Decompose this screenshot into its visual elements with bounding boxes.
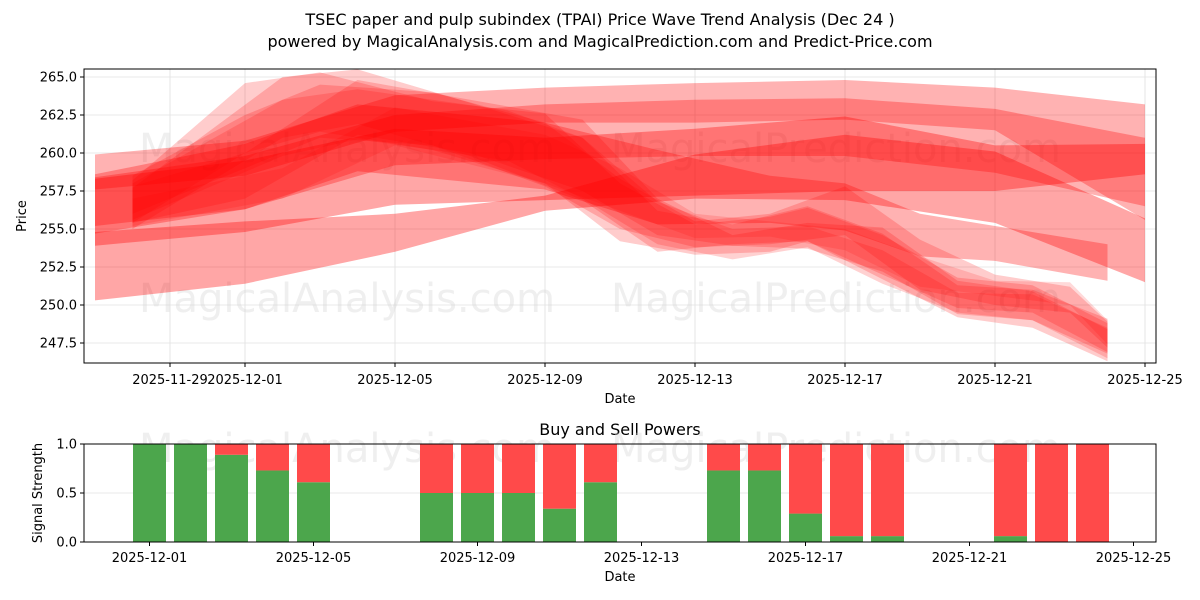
watermarks: MagicalAnalysis.com MagicalPrediction.co… [139,126,1061,322]
buy-bar [297,482,330,542]
sell-bar [871,444,904,537]
price-bands [95,69,1145,362]
x-tick-label: 2025-12-09 [440,551,516,566]
y-axis-ticks: 0.0 0.5 1.0 [56,438,84,551]
y-axis-ticks: 247.5 250.0 252.5 255.0 257.5 260.0 262.5 265.0 [40,71,84,352]
sell-bar [994,444,1027,537]
y-axis-label: Signal Strength [31,443,46,543]
buy-bar [461,493,494,542]
watermark-analysis-bottom: MagicalAnalysis.com [139,276,555,322]
y-tick-label: 250.0 [40,299,77,314]
price-wave-band [95,116,1145,246]
buy-bar [420,493,453,542]
price-wave-chart: MagicalAnalysis.com MagicalPrediction.co… [15,68,1183,407]
buy-sell-powers-chart: Buy and Sell Powers MagicalAnalysis.com … [31,420,1171,585]
sell-bar [584,444,617,483]
x-tick-label: 2025-12-21 [932,551,1008,566]
buy-bar [871,536,904,542]
sell-bar [461,444,494,493]
price-wave-band [132,84,1108,348]
sell-bar [707,444,740,471]
buy-bar [584,482,617,542]
x-axis-label: Date [604,392,635,407]
sell-bar [1076,444,1109,542]
buy-bar [748,470,781,542]
y-tick-label: 1.0 [56,438,77,453]
y-tick-label: 260.0 [40,147,77,162]
x-tick-label: 2025-12-21 [957,373,1033,388]
buy-bar [543,508,576,542]
x-tick-label: 2025-12-25 [1107,373,1183,388]
sell-bar [789,444,822,514]
x-tick-label: 2025-12-01 [207,373,283,388]
plot-frame [83,68,1157,364]
buy-bar [256,470,289,542]
buy-bar [994,536,1027,542]
buy-bar [133,444,166,542]
buy-bar [830,536,863,542]
x-tick-label: 2025-12-09 [507,373,583,388]
sell-bar [543,444,576,509]
sell-bar [748,444,781,471]
price-wave-band [95,104,1108,281]
y-tick-label: 265.0 [40,71,77,86]
x-tick-label: 2025-12-17 [807,373,883,388]
price-wave-band [95,134,1145,301]
y-tick-label: 0.5 [56,487,77,502]
x-tick-label: 2025-12-01 [112,551,188,566]
chart-title: TSEC paper and pulp subindex (TPAI) Pric… [305,10,895,29]
sell-bar [502,444,535,493]
y-tick-label: 247.5 [40,337,77,352]
sell-bar [297,444,330,483]
y-tick-label: 257.5 [40,185,77,200]
watermark-prediction-top: MagicalPrediction.com [611,126,1061,172]
x-axis-ticks: 2025-11-29 2025-12-01 2025-12-05 2025-12-09… [132,363,1183,388]
watermark-prediction-bottom: MagicalPrediction.com [611,276,1061,322]
x-axis-ticks: 2025-12-01 2025-12-05 2025-12-09 2025-12-13… [112,542,1172,566]
x-axis-label: Date [604,570,635,585]
sell-bar [830,444,863,537]
buy-bar [502,493,535,542]
y-tick-label: 262.5 [40,109,77,124]
x-tick-label: 2025-12-17 [768,551,844,566]
buy-bar [215,454,248,542]
sell-bar [256,444,289,471]
x-tick-label: 2025-12-13 [657,373,733,388]
buy-bar [789,513,822,542]
price-wave-band [132,69,1108,353]
x-tick-label: 2025-11-29 [132,373,208,388]
sell-bar [215,444,248,455]
x-tick-label: 2025-12-05 [357,373,433,388]
price-wave-band [95,80,1145,220]
buy-bar [174,444,207,542]
y-tick-label: 0.0 [56,536,77,551]
y-axis-label: Price [15,200,30,232]
price-wave-band [95,98,1145,234]
y-tick-label: 252.5 [40,261,77,276]
subchart-title: Buy and Sell Powers [539,420,701,439]
price-wave-band [132,72,1108,362]
x-tick-label: 2025-12-13 [604,551,680,566]
sell-bar [420,444,453,493]
sell-bar [1035,444,1068,542]
grid-lines [84,69,1156,363]
y-tick-label: 255.0 [40,223,77,238]
signal-bars [133,444,1109,542]
buy-bar [707,470,740,542]
watermark-analysis-top: MagicalAnalysis.com [139,126,555,172]
plot-area [84,69,1156,363]
x-tick-label: 2025-12-25 [1096,551,1172,566]
chart-subtitle: powered by MagicalAnalysis.com and Magic… [267,32,933,51]
x-tick-label: 2025-12-05 [276,551,352,566]
